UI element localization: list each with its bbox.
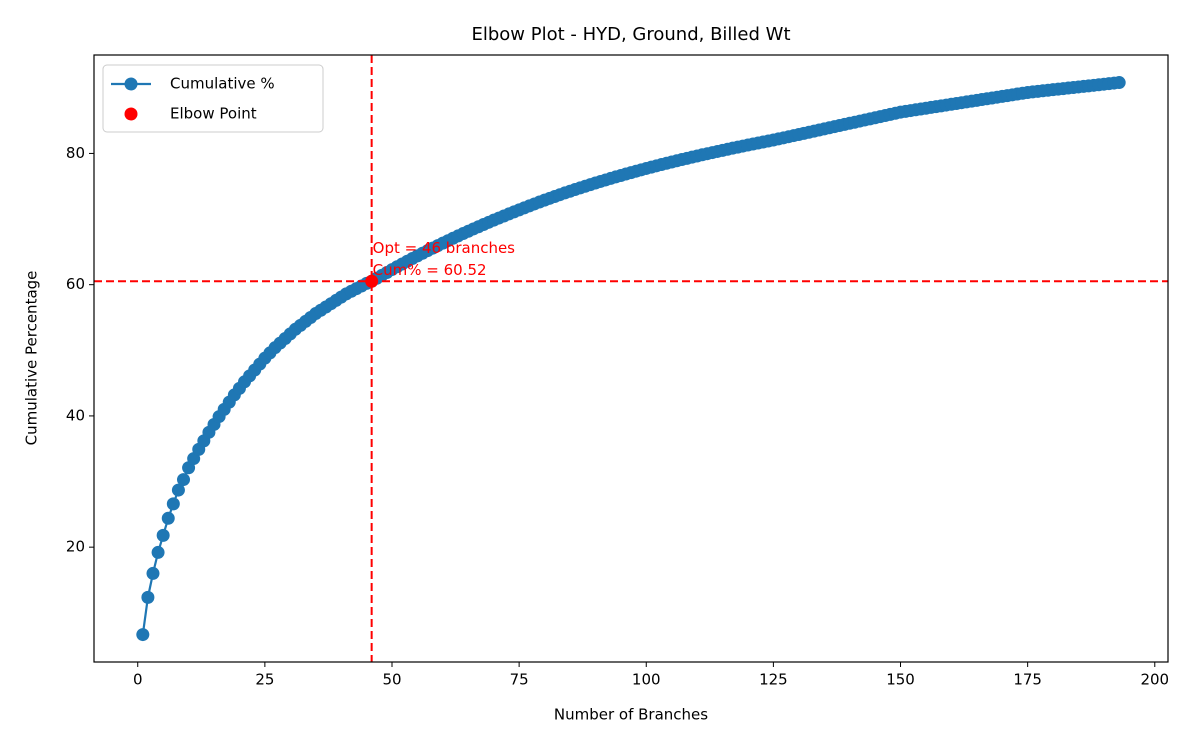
y-tick-label: 80	[66, 144, 85, 162]
legend-label: Elbow Point	[170, 105, 257, 123]
x-tick-label: 0	[133, 671, 143, 689]
x-tick-label: 200	[1140, 671, 1169, 689]
legend-marker	[124, 107, 138, 121]
legend-box	[102, 64, 324, 133]
x-tick-label: 125	[759, 671, 788, 689]
point	[156, 528, 170, 542]
legend-label: Cumulative %	[170, 75, 275, 93]
x-tick-label: 75	[510, 671, 529, 689]
point	[161, 511, 175, 525]
x-tick-label: 150	[886, 671, 915, 689]
legend: Cumulative % Elbow Point	[102, 64, 324, 133]
point	[146, 566, 160, 580]
x-axis-label: Number of Branches	[554, 706, 708, 724]
x-tick-label: 100	[632, 671, 661, 689]
x-tick-label: 50	[382, 671, 401, 689]
legend-marker	[124, 77, 138, 91]
y-axis-label: Cumulative Percentage	[23, 271, 41, 446]
x-tick-label: 25	[255, 671, 274, 689]
elbow-point	[365, 274, 379, 288]
annotation: Cum% = 60.52	[373, 261, 487, 279]
plot-frame	[93, 54, 1169, 663]
point	[177, 473, 190, 487]
x-tick-label: 175	[1013, 671, 1042, 689]
y-tick-label: 60	[66, 275, 85, 293]
point	[151, 545, 165, 559]
point	[166, 497, 180, 511]
point	[1112, 76, 1126, 90]
y-tick-label: 40	[66, 406, 85, 424]
chart-title: Elbow Plot - HYD, Ground, Billed Wt	[471, 24, 790, 45]
point	[141, 590, 155, 604]
y-tick-label: 20	[66, 538, 85, 556]
point	[171, 483, 185, 497]
point	[136, 628, 150, 642]
annotation: Opt = 46 branches	[373, 239, 516, 257]
